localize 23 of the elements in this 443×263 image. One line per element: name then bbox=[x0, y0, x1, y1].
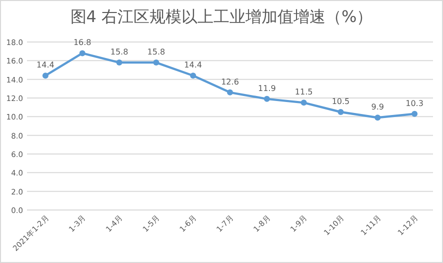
point bbox=[190, 72, 196, 79]
point bbox=[153, 60, 160, 66]
data-label: 15.8 bbox=[147, 48, 166, 57]
data-label: 16.8 bbox=[73, 38, 92, 48]
data-label: 14.4 bbox=[36, 60, 54, 70]
data-label: 11.9 bbox=[258, 84, 276, 93]
point bbox=[338, 109, 344, 115]
point bbox=[264, 96, 270, 102]
point bbox=[374, 114, 381, 121]
data-label: 12.6 bbox=[221, 77, 239, 86]
data-label: 10.3 bbox=[406, 98, 424, 108]
chart-title: 图4 右江区规模以上工业增加值增速（%） bbox=[70, 7, 373, 26]
point bbox=[42, 72, 48, 79]
point bbox=[412, 110, 418, 117]
point bbox=[300, 100, 307, 106]
data-label: 11.5 bbox=[294, 88, 313, 97]
point bbox=[79, 50, 86, 56]
data-label: 9.9 bbox=[371, 102, 384, 112]
data-label: 10.5 bbox=[332, 97, 350, 106]
point bbox=[227, 89, 233, 96]
point bbox=[116, 60, 122, 66]
data-label: 14.4 bbox=[184, 60, 202, 70]
data-label: 15.8 bbox=[110, 48, 128, 57]
